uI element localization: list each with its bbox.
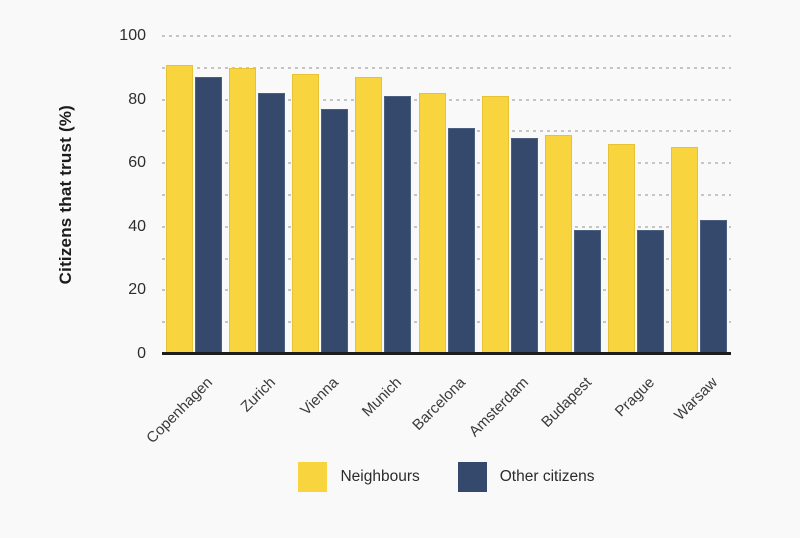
gridline-100 — [162, 35, 731, 37]
legend-label-other-citizens: Other citizens — [499, 468, 595, 485]
bar-other-citizens-barcelona — [447, 128, 475, 354]
bar-neighbours-zurich — [228, 67, 256, 354]
y-tick-label-60: 60 — [128, 154, 146, 172]
bar-other-citizens-warsaw — [700, 220, 728, 354]
bar-neighbours-copenhagen — [165, 64, 193, 354]
x-axis-line — [162, 352, 731, 355]
bar-neighbours-vienna — [292, 74, 320, 354]
bar-other-citizens-munich — [384, 96, 412, 354]
y-tick-label-20: 20 — [128, 281, 146, 299]
gridline-80 — [162, 98, 731, 101]
y-tick-label-100: 100 — [119, 27, 146, 44]
gridline-70 — [162, 130, 731, 133]
y-tick-label-0: 0 — [137, 345, 146, 362]
legend: Neighbours Other citizens — [162, 462, 731, 492]
gridline-50 — [162, 194, 731, 196]
y-tick-label-40: 40 — [128, 217, 146, 235]
gridline-10 — [162, 321, 731, 324]
legend-swatch-neighbours — [298, 462, 328, 492]
bar-other-citizens-copenhagen — [194, 77, 222, 354]
x-axis-labels: Copenhagen Zurich Vienna Munich Barcelona Ams… — [143, 354, 731, 464]
bar-neighbours-warsaw — [671, 147, 699, 354]
bar-other-citizens-vienna — [321, 109, 349, 354]
legend-item-other-citizens: Other citizens — [457, 462, 595, 492]
y-axis: 0 20 40 60 80 100 — [0, 27, 148, 362]
bar-other-citizens-budapest — [573, 229, 601, 354]
legend-label-neighbours: Neighbours — [340, 468, 420, 485]
legend-swatch-other-citizens — [457, 462, 487, 492]
bar-neighbours-barcelona — [418, 93, 446, 354]
bar-neighbours-munich — [355, 77, 383, 354]
plot-area — [162, 35, 731, 355]
bar-other-citizens-prague — [637, 229, 665, 354]
y-tick-label-80: 80 — [128, 90, 146, 108]
gridline-60 — [162, 162, 731, 165]
bar-neighbours-amsterdam — [481, 96, 509, 354]
legend-item-neighbours: Neighbours — [298, 462, 420, 492]
gridline-40 — [162, 225, 731, 228]
bar-neighbours-prague — [608, 144, 636, 354]
bar-other-citizens-zurich — [257, 93, 285, 354]
gridline-90 — [162, 66, 731, 69]
gridline-30 — [162, 257, 731, 260]
bar-neighbours-budapest — [544, 134, 572, 354]
gridline-20 — [162, 289, 731, 292]
bar-other-citizens-amsterdam — [510, 137, 538, 354]
